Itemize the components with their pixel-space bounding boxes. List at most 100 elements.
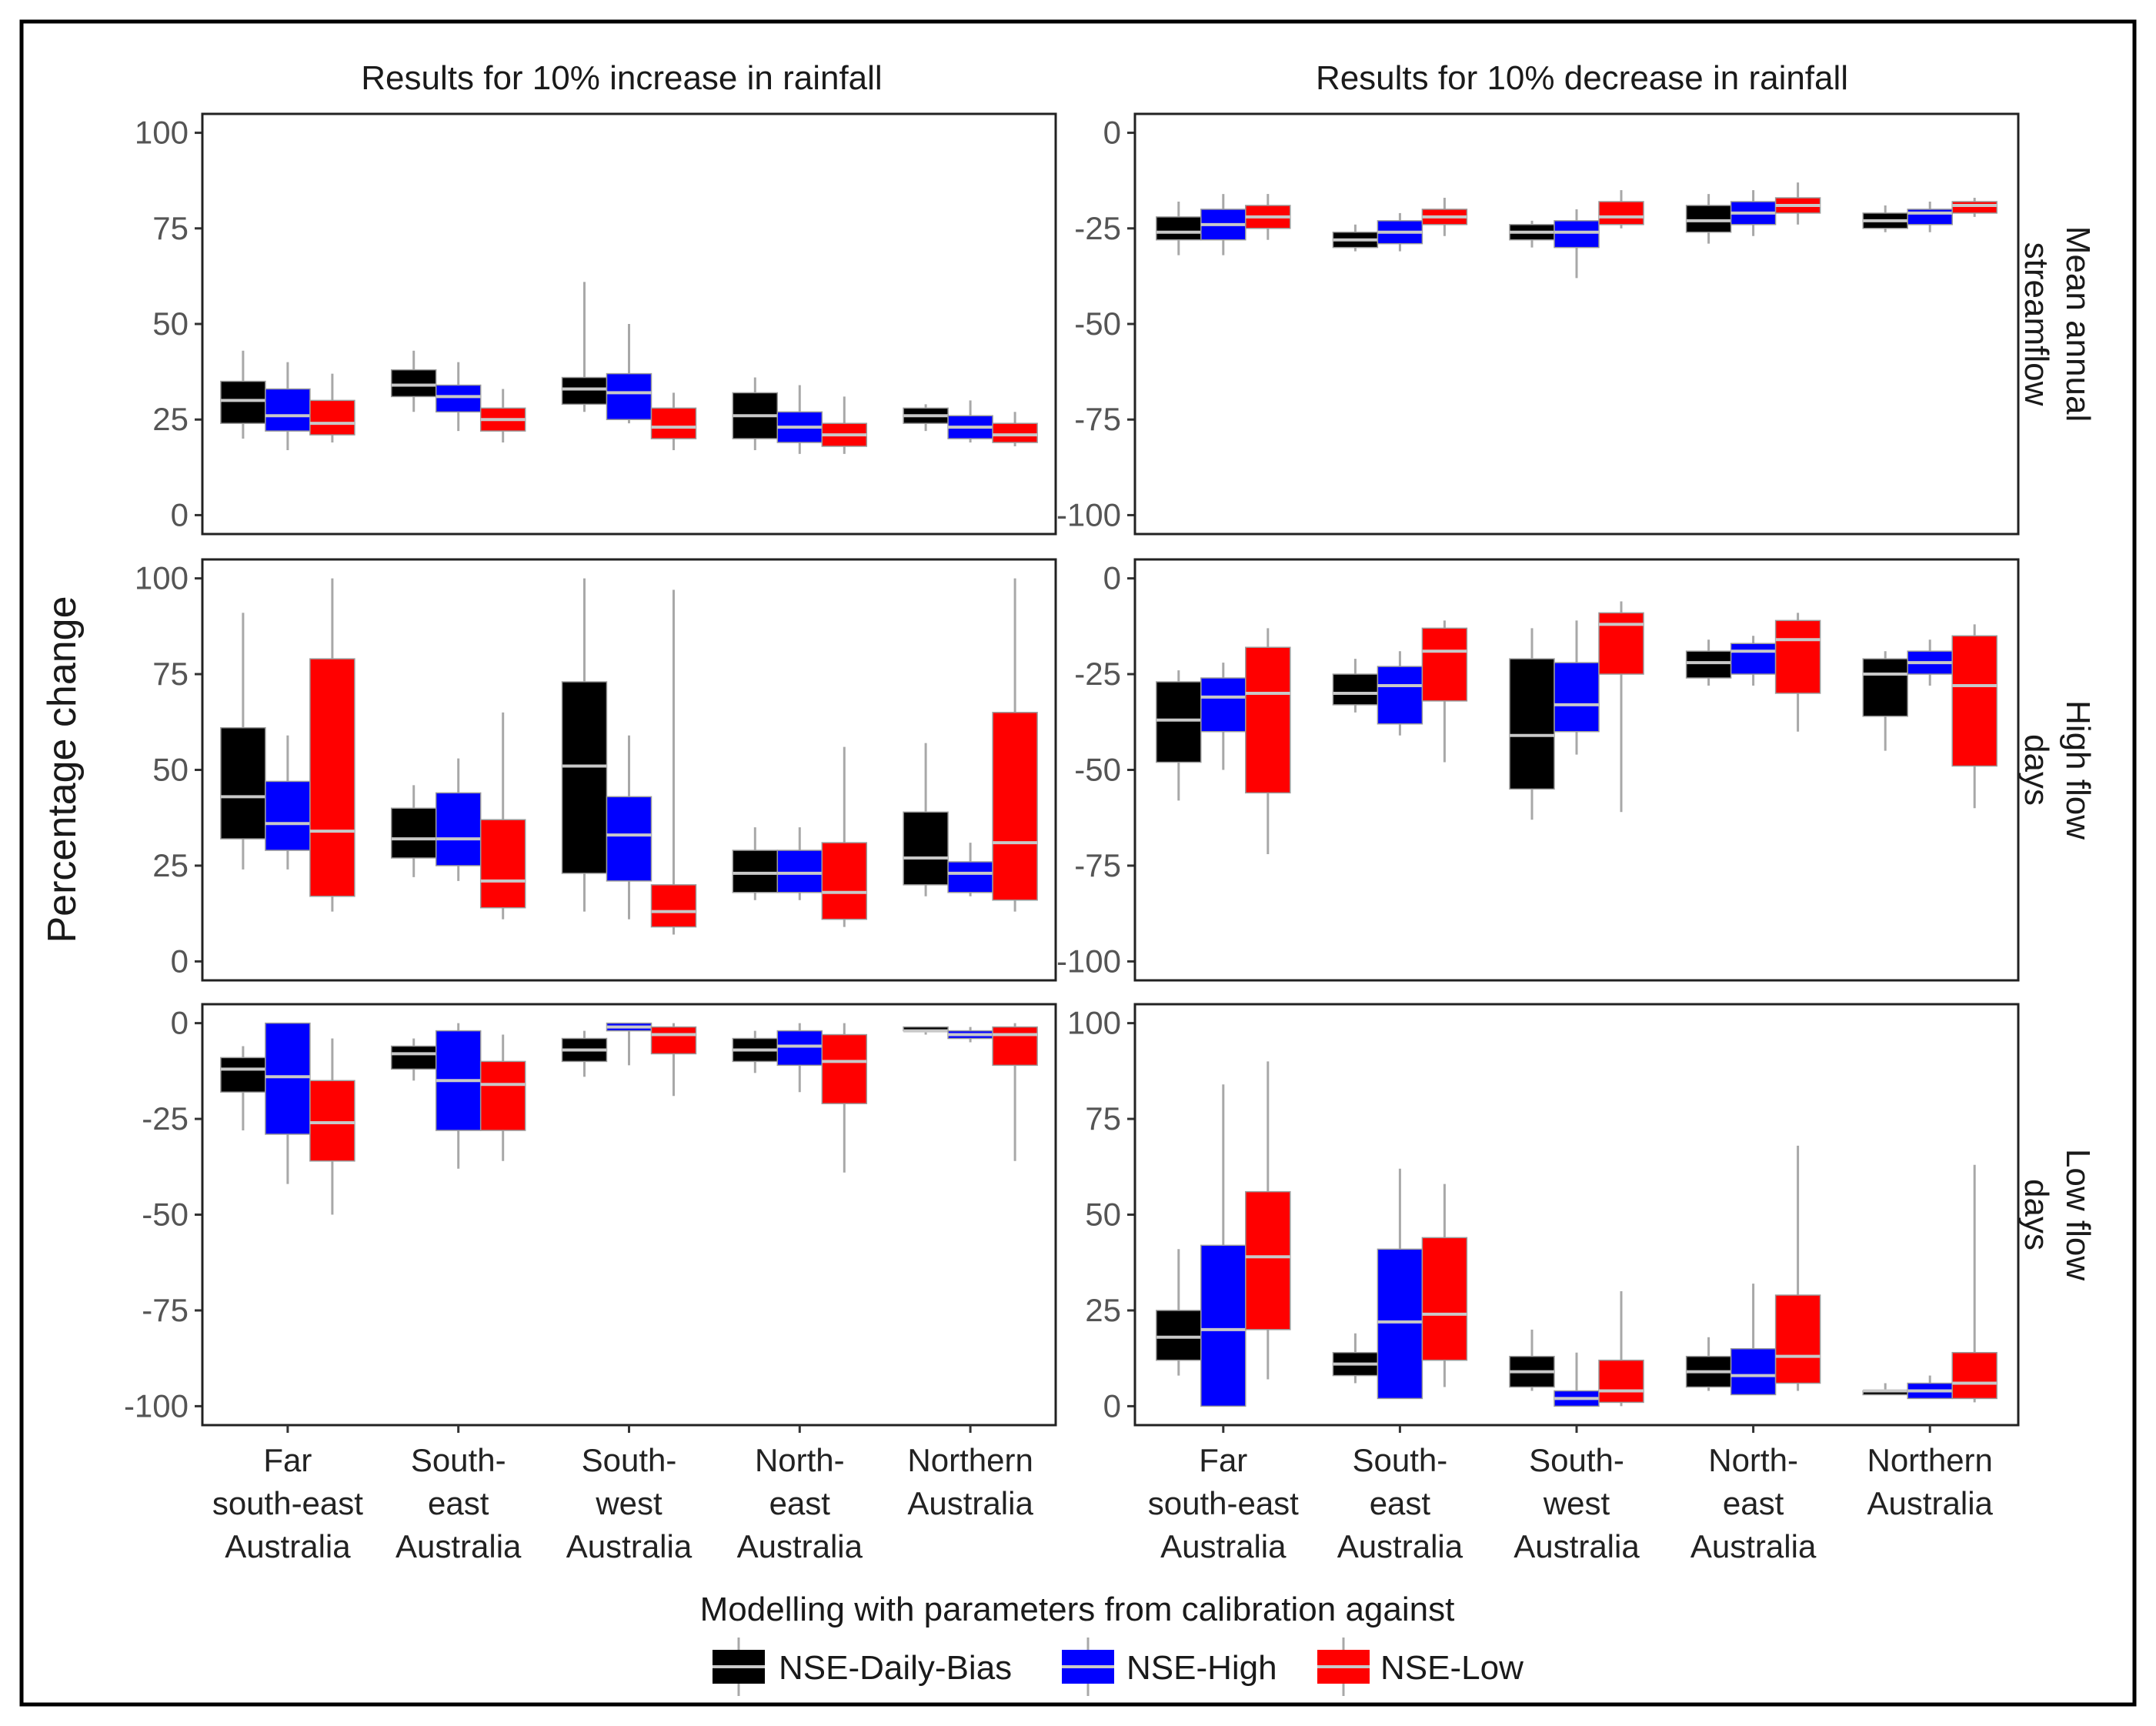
box-body [479, 819, 526, 909]
box-body [220, 1057, 266, 1093]
box-body [776, 850, 823, 893]
x-tick-label: South-west Australia [1514, 1442, 1640, 1564]
box-body [776, 1030, 823, 1067]
box-body [390, 807, 437, 859]
box-body [1421, 1237, 1468, 1361]
panel-1-1: -100 -75 -50 -25 0 [1056, 558, 2020, 982]
box-body [390, 1045, 437, 1070]
box-high [1200, 194, 1247, 255]
box-body [220, 380, 266, 424]
y-tick-label: 25 [1085, 1292, 1121, 1328]
box-body [561, 681, 608, 874]
y-tick-label: -25 [1074, 656, 1121, 692]
box-body [1421, 627, 1468, 702]
box-daily-bias [390, 350, 437, 412]
box-high [265, 735, 311, 870]
box-low [1598, 190, 1644, 229]
box-daily-bias [903, 1026, 949, 1035]
box-body [992, 712, 1038, 901]
box-high [606, 735, 652, 920]
box-daily-bias [1685, 194, 1732, 244]
box-daily-bias [1509, 220, 1555, 248]
box-high [1730, 1284, 1777, 1396]
y-tick-label: -75 [1074, 401, 1121, 437]
box-daily-bias [561, 578, 608, 912]
box-body [903, 811, 949, 886]
y-tick-label: 75 [152, 210, 189, 246]
x-tick-label: Far south-east Australia [212, 1442, 363, 1564]
column-title-increase: Results for 10% increase in rainfall [361, 59, 882, 97]
box-body [309, 658, 355, 897]
panel-1-0: -100 -75 -50 -25 0 [1056, 112, 2020, 536]
box-high [776, 1023, 823, 1093]
legend-title: Modelling with parameters from calibrati… [700, 1591, 1455, 1628]
box-body [1377, 666, 1423, 725]
box-body [821, 1033, 868, 1104]
box-low [650, 589, 697, 935]
y-tick-label: 100 [1067, 1005, 1121, 1041]
box-body [435, 384, 482, 413]
y-tick-label: 25 [152, 401, 189, 437]
box-low [479, 712, 526, 920]
box-low [821, 396, 868, 454]
column-title-decrease: Results for 10% decrease in rainfall [1316, 59, 1848, 97]
box-high [947, 400, 993, 443]
box-body [561, 376, 608, 406]
y-tick-label: -50 [1074, 752, 1121, 788]
box-body [947, 861, 993, 893]
box-high [606, 324, 652, 424]
y-axis-label: Percentage change [40, 596, 85, 943]
box-daily-bias [732, 827, 779, 900]
box-low [1245, 1061, 1291, 1380]
box-daily-bias [220, 350, 266, 439]
y-tick-label: 25 [152, 847, 189, 883]
box-low [1421, 1183, 1468, 1387]
box-high [947, 843, 993, 896]
box-body [265, 1022, 311, 1135]
x-tick-label: North-east Australia [1690, 1442, 1817, 1564]
box-body [1554, 662, 1600, 733]
box-body [1156, 216, 1202, 241]
y-tick-label: -25 [142, 1100, 189, 1137]
box-body [732, 850, 779, 893]
box-low [1245, 628, 1291, 855]
box-low [479, 389, 526, 443]
box-body [1245, 1190, 1291, 1330]
box-low [650, 392, 697, 450]
box-daily-bias [903, 743, 949, 896]
box-daily-bias [1509, 1329, 1555, 1391]
box-daily-bias [1685, 1337, 1732, 1391]
box-low [1774, 1145, 1821, 1391]
box-body [309, 1080, 355, 1162]
legend-item-low: NSE-Low [1317, 1638, 1524, 1696]
box-body [992, 422, 1038, 443]
x-tick-label: South-east Australia [395, 1442, 522, 1564]
box-high [1377, 212, 1423, 252]
box-low [1951, 198, 1997, 217]
row-strip-labels: Mean annualstreamflow High flowdays Low fl… [2017, 226, 2097, 1281]
box-body [1730, 643, 1777, 675]
y-tick-label: 50 [152, 305, 189, 342]
x-tick-label: South-east Australia [1337, 1442, 1463, 1564]
box-body [1951, 635, 1997, 767]
box-body [1598, 1359, 1644, 1404]
box-daily-bias [1332, 224, 1379, 252]
box-body [1951, 1351, 1997, 1400]
y-tick-label: -75 [1074, 847, 1121, 883]
box-body [309, 399, 355, 436]
box-low [992, 1023, 1038, 1161]
box-high [1730, 636, 1777, 686]
box-body [479, 1060, 526, 1131]
box-daily-bias [1332, 1333, 1379, 1384]
box-high [435, 362, 482, 432]
box-low [1774, 182, 1821, 225]
legend-item-high: NSE-High [1062, 1638, 1277, 1696]
x-tick-labels: Far south-east Australia South-east Australi… [212, 1442, 1994, 1564]
box-body [1377, 1248, 1423, 1400]
box-daily-bias [903, 404, 949, 432]
box-body [435, 792, 482, 866]
box-high [1377, 1168, 1423, 1400]
y-tick-label: 50 [152, 752, 189, 788]
y-tick-label: 0 [1103, 115, 1121, 151]
x-tick-label: South-west Australia [566, 1442, 693, 1564]
